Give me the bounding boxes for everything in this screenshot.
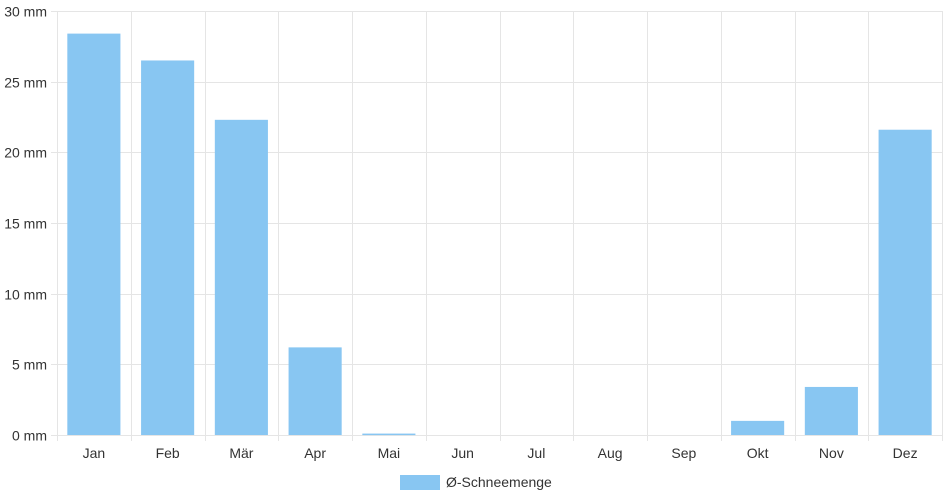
x-tick-label: Mai — [378, 445, 401, 461]
legend-label[interactable]: Ø-Schneemenge — [446, 474, 552, 490]
y-tick-label: 15 mm — [4, 216, 47, 232]
bar-feb[interactable] — [141, 60, 195, 435]
bar-dez[interactable] — [878, 129, 932, 435]
x-tick-label: Jun — [451, 445, 474, 461]
grid-layer — [51, 11, 943, 441]
x-tick-label: Sep — [671, 445, 696, 461]
bar-mär[interactable] — [214, 119, 268, 436]
legend-swatch[interactable] — [400, 475, 440, 490]
bar-jan[interactable] — [67, 33, 121, 435]
x-tick-label: Feb — [156, 445, 180, 461]
x-tick-label: Okt — [747, 445, 769, 461]
legend[interactable]: Ø-Schneemenge — [400, 474, 552, 490]
bar-nov[interactable] — [804, 386, 858, 435]
bar-okt[interactable] — [731, 420, 785, 435]
y-tick-label: 5 mm — [12, 357, 47, 373]
bar-layer — [67, 33, 932, 436]
bar-apr[interactable] — [288, 347, 342, 435]
y-tick-label: 0 mm — [12, 428, 47, 444]
x-tick-label: Nov — [819, 445, 844, 461]
y-tick-label: 30 mm — [4, 4, 47, 20]
y-axis-labels: 0 mm 5 mm 10 mm 15 mm 20 mm 25 mm 30 mm — [4, 4, 47, 444]
x-axis-labels: Jan Feb Mär Apr Mai Jun Jul Aug Sep Okt Nov Dez — [83, 445, 918, 461]
x-tick-label: Jan — [83, 445, 106, 461]
x-tick-label: Mär — [229, 445, 253, 461]
x-tick-label: Aug — [598, 445, 623, 461]
y-tick-label: 20 mm — [4, 145, 47, 161]
x-tick-label: Jul — [527, 445, 545, 461]
x-tick-label: Apr — [304, 445, 326, 461]
y-tick-label: 10 mm — [4, 287, 47, 303]
y-tick-label: 25 mm — [4, 75, 47, 91]
bar-mai[interactable] — [362, 433, 416, 436]
x-tick-label: Dez — [893, 445, 918, 461]
